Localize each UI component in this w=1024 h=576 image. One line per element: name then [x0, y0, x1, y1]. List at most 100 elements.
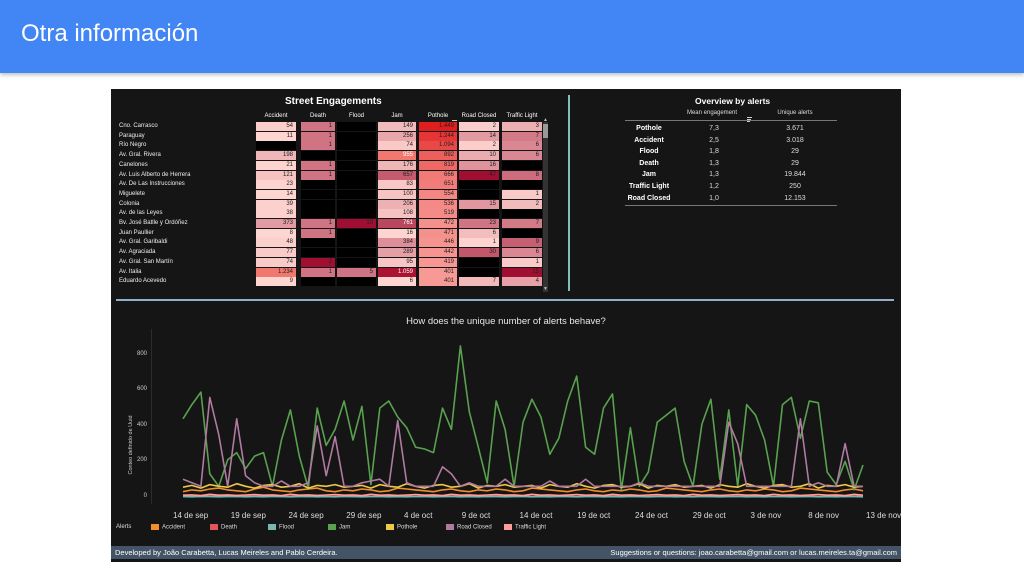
table-cell — [459, 180, 499, 190]
table-row-label: Juan Paullier — [119, 229, 154, 236]
overview-unique-value: 29 — [791, 148, 799, 156]
table-cell: 48 — [256, 238, 296, 248]
legend-item[interactable]: Traffic Light — [504, 524, 546, 531]
table-cell — [337, 189, 376, 199]
legend-label: Road Closed — [457, 524, 492, 531]
table-cell: 7 — [502, 131, 542, 141]
overview-unique-value: 3.671 — [786, 125, 804, 132]
legend-item[interactable]: Pothole — [386, 524, 417, 531]
table-cell — [502, 209, 542, 219]
sort-icon[interactable] — [747, 110, 753, 122]
scroll-down-icon[interactable]: ▼ — [543, 286, 548, 292]
table-cell: 519 — [419, 209, 457, 219]
table-cell: 5 — [337, 267, 376, 277]
table-cell: 419 — [419, 257, 457, 267]
table-cell: 819 — [419, 160, 457, 170]
table-cell — [502, 228, 542, 238]
overview-row-label: Death — [639, 159, 659, 167]
table-cell: 1 — [459, 238, 499, 248]
footer-contact: Suggestions or questions: joao.carabetta… — [610, 548, 897, 557]
table-cell: 16 — [459, 160, 499, 170]
table-cell — [337, 228, 376, 238]
table-col-header: Flood — [348, 113, 364, 119]
series-line-accident[interactable] — [182, 486, 864, 493]
table-row-label: Av. Gral. San Martín — [119, 258, 173, 265]
table-cell — [301, 238, 335, 248]
table-cell: 1 — [502, 189, 542, 199]
y-tick-label: 200 — [136, 457, 147, 464]
legend-item[interactable]: Road Closed — [446, 524, 492, 531]
table-cell: 10 — [337, 219, 376, 228]
legend-item[interactable]: Death — [210, 524, 237, 531]
table-cell: 401 — [419, 267, 457, 277]
table-cell — [459, 267, 499, 277]
table-cell: 9 — [502, 238, 542, 248]
table-cell: 6 — [378, 277, 416, 287]
table-scrollbar[interactable] — [543, 122, 548, 292]
overview-row-label: Flood — [639, 148, 659, 156]
table-col-header: Road Closed — [461, 113, 497, 119]
table-cell: 289 — [378, 248, 416, 258]
table-cell: 1.234 — [256, 267, 296, 277]
overview-unique-value: 12.153 — [784, 194, 806, 202]
legend-swatch — [386, 524, 394, 530]
overview-row-label: Traffic Light — [628, 183, 670, 190]
scroll-up-icon[interactable]: ▲ — [543, 117, 548, 123]
series-line-traffic-light[interactable] — [182, 493, 864, 497]
slide-header: Otra información — [0, 0, 1024, 73]
y-tick-label: 800 — [136, 350, 147, 357]
overview-mean-value: 1,3 — [709, 159, 719, 167]
series-line-jam[interactable] — [182, 345, 864, 491]
table-cell — [502, 160, 542, 170]
table-cell: 1.244 — [419, 131, 457, 141]
table-cell: 14 — [459, 131, 499, 141]
legend-item[interactable]: Flood — [268, 524, 294, 531]
sort-icon[interactable] — [452, 113, 458, 125]
overview-col-mean: Mean engagement — [686, 110, 738, 116]
table-row-label: Miguelete — [119, 190, 146, 197]
table-cell: 1.094 — [419, 141, 457, 151]
legend-item[interactable]: Accident — [151, 524, 185, 531]
table-cell — [301, 151, 335, 161]
table-row-label: Bv. José Batlle y Ordóñez — [119, 220, 188, 226]
legend-label: Accident — [162, 524, 186, 531]
slide-title: Otra información — [21, 20, 199, 47]
table-cell: 8 — [502, 170, 542, 180]
legend-swatch — [151, 524, 159, 530]
chart-title: How does the unique number of alerts beh… — [406, 316, 606, 327]
table-row-label: Av. Gral. Rivera — [119, 152, 161, 159]
legend-label: Flood — [279, 524, 295, 531]
legend-swatch — [446, 524, 454, 530]
legend-title: Alerts — [116, 524, 132, 530]
table-cell — [337, 248, 376, 258]
x-tick-label: 9 de oct — [461, 511, 491, 520]
x-tick-label: 3 de nov — [750, 511, 782, 520]
legend-item[interactable]: Jam — [328, 524, 350, 531]
table-cell: 955 — [378, 151, 416, 161]
table-row-label: Canelones — [119, 161, 148, 168]
x-tick-label: 4 de oct — [404, 511, 433, 520]
series-line-road-closed[interactable] — [182, 396, 863, 488]
table-cell: 1 — [502, 257, 542, 267]
line-chart[interactable] — [151, 329, 891, 504]
y-tick-label: 600 — [136, 386, 147, 393]
table-scroll-thumb[interactable] — [543, 124, 548, 138]
table-cell — [337, 209, 376, 219]
overview-col-unique: Unique alerts — [777, 110, 813, 116]
table-row-label: Av. Luis Alberto de Herrera — [119, 171, 191, 178]
table-cell: 176 — [378, 160, 416, 170]
table-cell — [337, 141, 376, 151]
table-cell — [337, 238, 376, 248]
table-cell — [256, 141, 296, 151]
table-cell — [301, 209, 335, 219]
table-cell — [502, 180, 542, 190]
table-row-label: Cno. Carrasco — [119, 123, 158, 129]
table-row-label: Colonia — [119, 200, 140, 207]
table-cell: 1 — [301, 131, 335, 141]
vertical-divider — [568, 95, 570, 291]
table-row-label: Río Negro — [119, 142, 147, 149]
table-cell: 1 — [301, 267, 335, 277]
table-cell: 54 — [256, 122, 296, 131]
overview-row-label: Pothole — [636, 125, 662, 132]
table-cell: 6 — [502, 141, 542, 151]
